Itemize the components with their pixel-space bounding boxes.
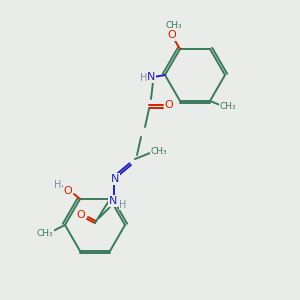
Text: O: O bbox=[64, 186, 72, 196]
Text: H: H bbox=[119, 200, 127, 210]
Text: N: N bbox=[111, 174, 119, 184]
Text: O: O bbox=[168, 30, 176, 40]
Text: N: N bbox=[147, 72, 155, 82]
Text: O: O bbox=[165, 100, 173, 110]
Text: H: H bbox=[54, 180, 62, 190]
Text: CH₃: CH₃ bbox=[220, 103, 236, 112]
Text: H: H bbox=[140, 73, 148, 83]
Text: CH₃: CH₃ bbox=[151, 146, 167, 155]
Text: CH₃: CH₃ bbox=[166, 20, 182, 29]
Text: O: O bbox=[76, 210, 85, 220]
Text: CH₃: CH₃ bbox=[37, 229, 53, 238]
Text: N: N bbox=[109, 196, 117, 206]
